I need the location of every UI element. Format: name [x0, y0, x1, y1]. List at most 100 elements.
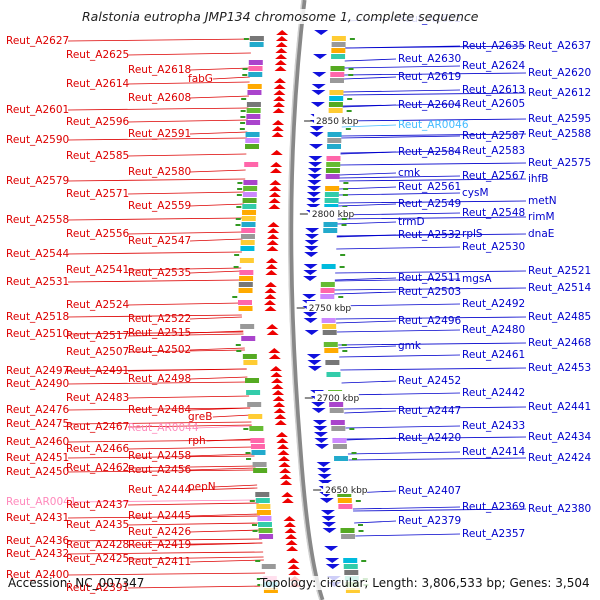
right-leader-line — [341, 124, 397, 128]
backbone-highlight — [288, 0, 321, 600]
reverse-gene-arrow — [304, 330, 319, 335]
track-tick — [349, 428, 355, 430]
track-tick — [257, 584, 263, 586]
feature-block — [253, 468, 268, 473]
right-gene-label: mgsA — [462, 273, 492, 285]
feature-block — [239, 270, 254, 275]
left-gene-label: Reut_A2483 — [66, 392, 129, 404]
forward-gene-arrow — [286, 546, 299, 551]
track-tick — [240, 122, 246, 124]
right-leader-line — [348, 457, 527, 461]
topology-label: Topology: circular; Length: 3,806,533 bp… — [260, 576, 590, 590]
feature-block — [324, 198, 339, 203]
kbp-label: 2800 kbp — [312, 210, 355, 220]
forward-gene-arrow — [283, 516, 296, 521]
forward-gene-arrow — [274, 414, 287, 419]
right-leader-line — [336, 234, 397, 238]
left-gene-label: pepN — [188, 481, 216, 493]
right-gene-label: cysM — [462, 187, 489, 199]
feature-block — [328, 102, 343, 107]
track-tick — [242, 68, 248, 70]
reverse-gene-arrow — [314, 438, 329, 443]
reverse-gene-arrow — [312, 420, 327, 425]
left-leader-line — [189, 131, 248, 135]
left-gene-label: Reut_A2425 — [66, 553, 129, 565]
left-gene-label: Reut_A2558 — [6, 214, 69, 226]
right-gene-label: Reut_A2575 — [528, 157, 591, 169]
left-gene-label: Reut_A2432 — [6, 548, 69, 560]
feature-block — [329, 90, 344, 95]
feature-block — [240, 240, 255, 245]
left-gene-label: Reut_A2445 — [128, 510, 191, 522]
feature-block — [330, 420, 345, 425]
reverse-gene-arrow — [311, 84, 326, 89]
right-gene-label: Reut_A2485 — [528, 311, 591, 323]
feature-block — [245, 378, 260, 383]
left-gene-label: Reut_A2579 — [6, 175, 69, 187]
left-leader-line — [189, 95, 249, 99]
forward-gene-arrow — [265, 264, 278, 269]
forward-gene-arrow — [272, 108, 285, 113]
feature-block — [326, 372, 341, 377]
forward-gene-arrow — [268, 348, 281, 353]
reverse-gene-arrow — [307, 174, 322, 179]
left-gene-label: Reut_A2510 — [6, 328, 69, 340]
left-leader-line — [127, 333, 244, 337]
reverse-gene-arrow — [321, 516, 336, 521]
forward-gene-arrow — [268, 192, 281, 197]
feature-block — [255, 492, 270, 497]
feature-block — [331, 54, 346, 59]
right-gene-label: Reut_A2468 — [528, 337, 591, 349]
left-leader-line — [67, 455, 255, 459]
feature-block — [323, 228, 338, 233]
feature-block — [247, 402, 262, 407]
left-leader-line — [189, 513, 260, 517]
forward-gene-arrow — [273, 408, 286, 413]
right-gene-label: metN — [528, 195, 557, 207]
left-leader-line — [67, 137, 248, 141]
forward-gene-arrow — [269, 186, 282, 191]
feature-block — [324, 204, 339, 209]
forward-gene-arrow — [277, 450, 290, 455]
left-gene-label: greB — [188, 411, 212, 423]
feature-block — [249, 42, 264, 47]
reverse-gene-arrow — [303, 276, 318, 281]
left-leader-line — [189, 376, 248, 380]
feature-block — [238, 282, 253, 287]
feature-block — [341, 534, 356, 539]
feature-block — [238, 300, 252, 305]
feature-block — [241, 216, 256, 221]
feature-block — [325, 174, 340, 179]
forward-gene-arrow — [288, 570, 301, 575]
right-leader-line — [334, 277, 397, 281]
track-tick — [234, 254, 240, 256]
feature-block — [327, 138, 342, 143]
feature-block — [257, 522, 272, 527]
reverse-gene-arrow — [303, 264, 318, 269]
right-leader-line — [343, 406, 527, 410]
feature-block — [248, 72, 263, 77]
feature-block — [340, 528, 355, 533]
feature-block — [255, 498, 270, 503]
feature-block — [238, 288, 253, 293]
track-tick — [255, 560, 261, 562]
forward-gene-arrow — [264, 306, 277, 311]
right-gene-label: rplS — [462, 228, 483, 240]
feature-block — [331, 426, 346, 431]
forward-gene-arrow — [281, 492, 294, 497]
forward-gene-arrow — [271, 126, 284, 131]
feature-block — [247, 84, 262, 89]
feature-block — [259, 534, 274, 539]
track-tick — [346, 110, 352, 112]
track-tick — [235, 218, 241, 220]
right-gene-label: Reut_A2530 — [462, 241, 525, 253]
right-gene-label: Reut_A2583 — [462, 145, 525, 157]
track-tick — [340, 254, 346, 256]
track-tick — [239, 128, 245, 130]
right-gene-label: Reut_A2380 — [528, 503, 591, 515]
left-leader-line — [189, 67, 251, 71]
feature-block — [323, 222, 338, 227]
right-leader-line — [342, 392, 461, 396]
right-leader-line — [345, 45, 527, 49]
left-gene-label: Reut_A2614 — [66, 78, 130, 90]
